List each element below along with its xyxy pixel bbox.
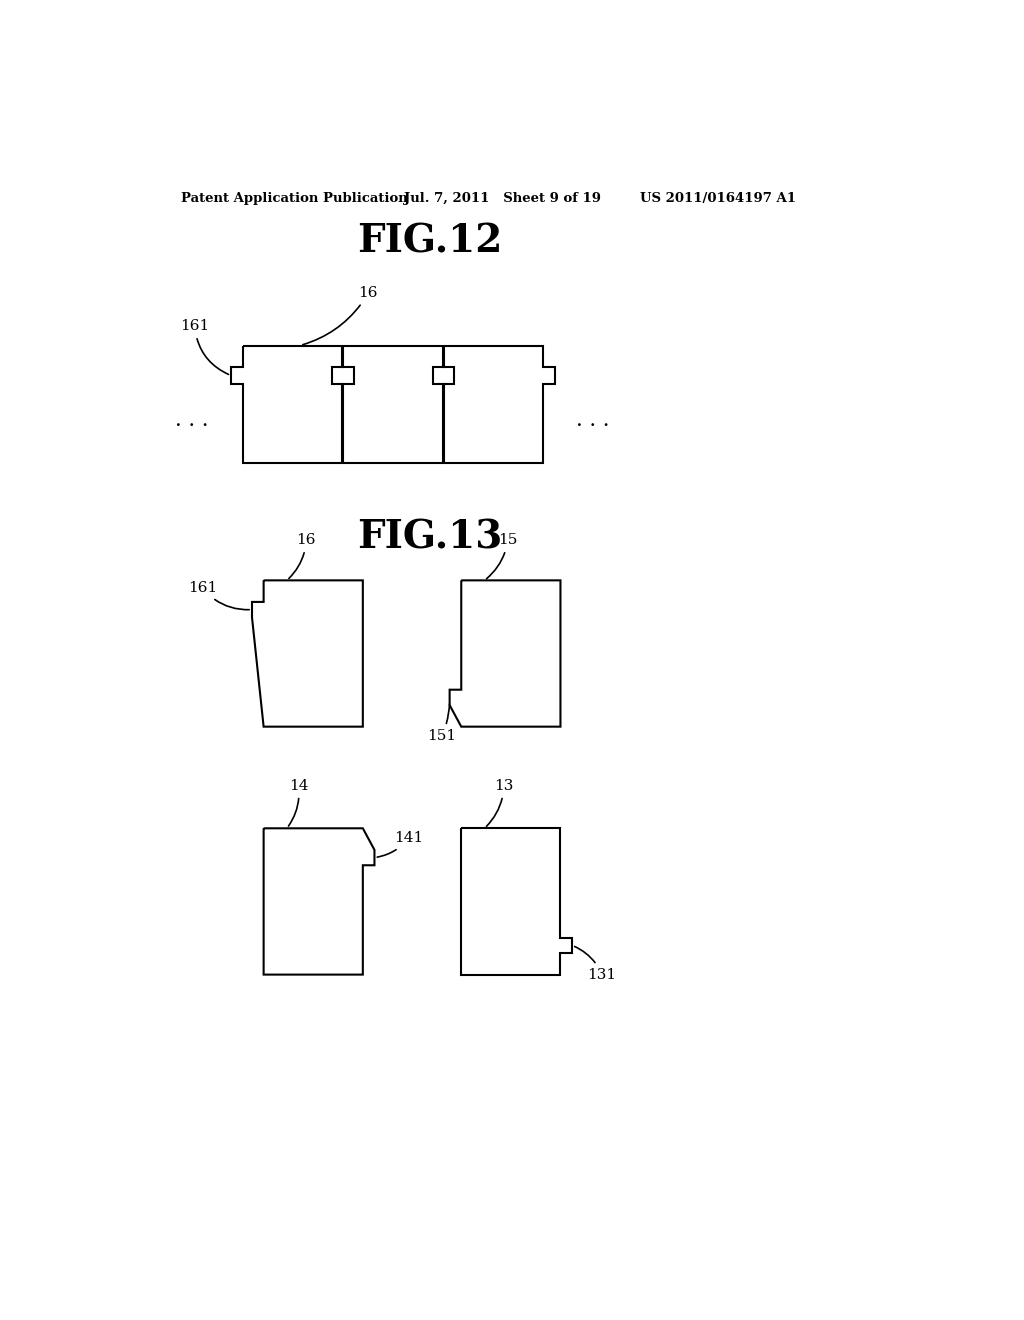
Text: 151: 151	[427, 704, 457, 743]
Text: FIG.12: FIG.12	[357, 223, 503, 260]
Text: 131: 131	[574, 946, 616, 982]
Text: 14: 14	[289, 779, 308, 826]
Text: 16: 16	[289, 533, 316, 578]
Text: . . .: . . .	[175, 411, 208, 430]
Text: Jul. 7, 2011   Sheet 9 of 19: Jul. 7, 2011 Sheet 9 of 19	[403, 191, 601, 205]
Text: US 2011/0164197 A1: US 2011/0164197 A1	[640, 191, 796, 205]
Text: 15: 15	[486, 533, 517, 578]
Text: FIG.13: FIG.13	[357, 519, 503, 556]
Text: 141: 141	[377, 832, 423, 857]
Text: 161: 161	[187, 581, 249, 610]
Text: Patent Application Publication: Patent Application Publication	[180, 191, 408, 205]
Text: 161: 161	[180, 319, 228, 375]
Text: 13: 13	[486, 779, 514, 826]
Text: . . .: . . .	[577, 411, 609, 430]
Text: 16: 16	[303, 286, 378, 345]
